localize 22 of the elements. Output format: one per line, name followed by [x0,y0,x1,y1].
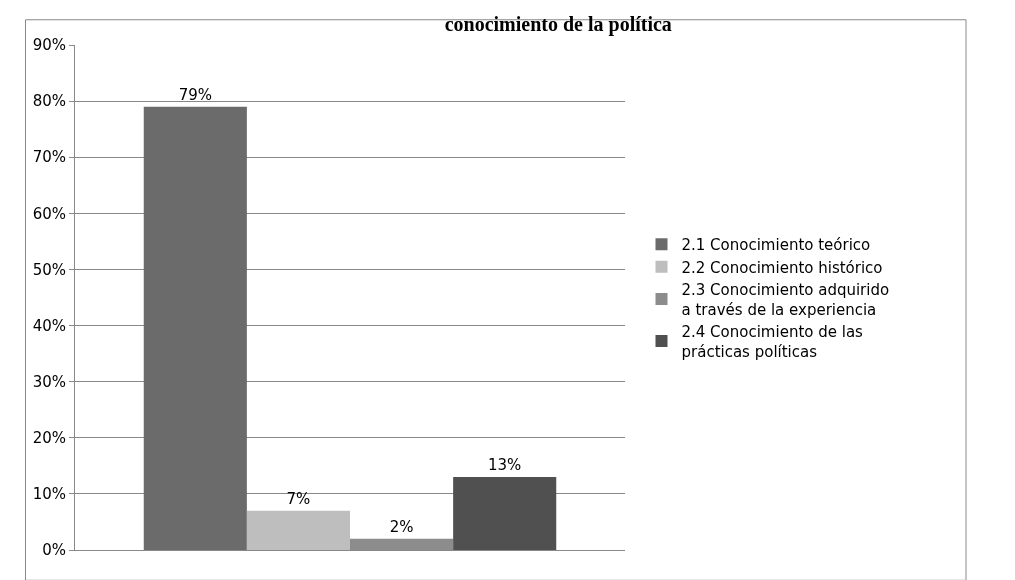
legend-label: 2.3 Conocimiento adquirido a través de la experiencia [681,281,890,319]
y-tick-label: 60% [32,204,66,223]
data-label: 7% [286,489,311,508]
y-tick-label: 10% [32,485,66,504]
bar [246,510,350,550]
legend-label: 2.1 Conocimiento teórico [681,236,871,255]
y-tick-label: 20% [32,429,66,448]
y-tick-label: 70% [32,148,66,167]
y-tick-label: 0% [42,541,66,560]
legend-label: 2.2 Conocimiento histórico [681,258,883,277]
data-label: 2% [389,517,414,536]
y-tick-label: 80% [32,92,66,111]
y-tick-label: 50% [32,260,66,279]
data-label: 79% [178,85,212,104]
y-tick-label: 40% [32,316,66,335]
bar [453,477,557,550]
bar [143,106,247,550]
y-tick-label: 90% [32,36,66,55]
chart-title: conocimiento de la política [444,13,672,37]
data-label: 13% [488,456,522,475]
legend-label: 2.4 Conocimiento de las prácticas políticas [681,323,864,361]
y-tick-label: 30% [32,372,66,391]
